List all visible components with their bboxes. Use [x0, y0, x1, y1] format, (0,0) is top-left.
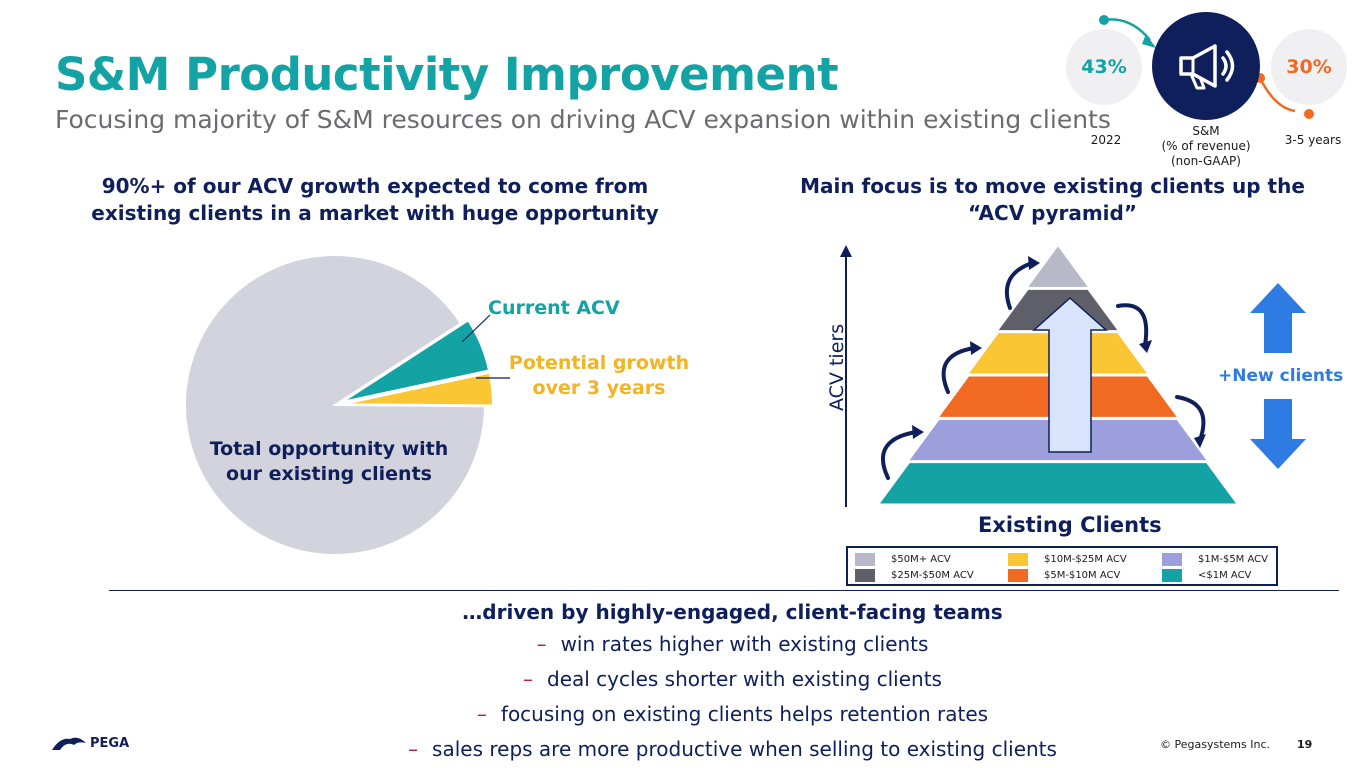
kpi-sm-label: S&M (% of revenue) (non-GAAP): [1161, 124, 1251, 168]
legend-item: $50M+ ACV: [855, 553, 951, 566]
pie-label-total-opportunity: Total opportunity with our existing clie…: [209, 438, 449, 485]
bullet-dash: –: [523, 667, 534, 691]
pyramid-tier: [1028, 246, 1088, 287]
page-subtitle: Focusing majority of S&M resources on dr…: [55, 105, 1111, 134]
arrow-up-icon: [1250, 283, 1306, 353]
curved-arrow-icon: [881, 430, 918, 480]
legend-swatch: [1162, 553, 1182, 566]
legend-label: $25M-$50M ACV: [891, 570, 974, 581]
legend-item: <$1M ACV: [1162, 569, 1251, 582]
pie-leader-lines: [461, 314, 510, 379]
legend-item: $5M-$10M ACV: [1008, 569, 1120, 582]
legend-swatch: [855, 569, 875, 582]
pega-logo-icon: [52, 737, 86, 750]
bullet-dash: –: [408, 737, 419, 761]
bullet-text: sales reps are more productive when sell…: [432, 737, 1057, 761]
legend-swatch: [855, 553, 875, 566]
legend-item: $1M-$5M ACV: [1162, 553, 1268, 566]
pyramid-tier: [880, 463, 1236, 504]
bullet-text: deal cycles shorter with existing client…: [547, 667, 942, 691]
megaphone-icon: [1152, 12, 1260, 120]
pie-slice-current-acv: [341, 318, 491, 403]
pyramid-heading: Main focus is to move existing clients u…: [800, 174, 1305, 225]
existing-clients-label: Existing Clients: [978, 513, 1162, 537]
legend-item: $25M-$50M ACV: [855, 569, 974, 582]
curved-arrow-icon: [1116, 303, 1149, 347]
opportunity-pie-chart: [184, 254, 494, 556]
upward-arrow-icon: [1032, 296, 1108, 453]
kpi-2022-label: 2022: [1090, 133, 1122, 147]
bullet-dash: –: [536, 632, 547, 656]
copyright: © Pegasystems Inc.: [1160, 738, 1270, 751]
pega-logo: PEGA: [52, 735, 129, 751]
curved-arrow-icon: [1004, 261, 1034, 310]
acv-pyramid: [880, 246, 1236, 504]
legend-label: $50M+ ACV: [891, 554, 951, 565]
bullet-dash: –: [476, 702, 487, 726]
pie-heading: 90%+ of our ACV growth expected to come …: [91, 174, 659, 225]
legend-swatch: [1162, 569, 1182, 582]
bottom-heading: …driven by highly-engaged, client-facing…: [462, 600, 1003, 624]
curved-arrow-icon: [1175, 395, 1206, 442]
logo-text: PEGA: [90, 735, 130, 751]
pie-slice-potential-growth: [342, 371, 494, 407]
kpi-target-value: 30%: [1271, 29, 1347, 105]
pie-label-potential-growth: Potential growth over 3 years: [508, 352, 690, 399]
kpi-target-label: 3-5 years: [1284, 133, 1342, 147]
kpi-2022-value: 43%: [1066, 29, 1142, 105]
section-divider: [109, 590, 1339, 591]
pie-slice-total-opportunity: [184, 254, 487, 556]
new-clients-label: +New clients: [1218, 366, 1344, 386]
bullet-text: focusing on existing clients helps reten…: [500, 702, 989, 726]
legend-label: $1M-$5M ACV: [1198, 554, 1268, 565]
legend-label: $10M-$25M ACV: [1044, 554, 1127, 565]
legend-item: $10M-$25M ACV: [1008, 553, 1127, 566]
new-clients-arrows: [1250, 283, 1306, 469]
arrow-down-icon: [1250, 399, 1306, 469]
page-number: 19: [1297, 738, 1313, 751]
bullet-item: – deal cycles shorter with existing clien…: [200, 667, 1265, 691]
acv-axis-arrow: [840, 245, 852, 507]
legend-swatch: [1008, 569, 1028, 582]
pyramid-legend: $50M+ ACV $25M-$50M ACV $10M-$25M ACV $5…: [846, 546, 1278, 586]
legend-label: $5M-$10M ACV: [1044, 570, 1121, 581]
curved-arrow-icon: [941, 346, 976, 394]
bullet-item: – win rates higher with existing clients: [200, 632, 1265, 656]
bullet-item: – focusing on existing clients helps rete…: [200, 702, 1265, 726]
pie-label-current-acv: Current ACV: [488, 297, 620, 319]
legend-label: <$1M ACV: [1198, 570, 1252, 581]
bullet-text: win rates higher with existing clients: [560, 632, 929, 656]
page-title: S&M Productivity Improvement: [55, 48, 839, 101]
axis-label-acv-tiers: ACV tiers: [826, 323, 848, 411]
legend-swatch: [1008, 553, 1028, 566]
bullet-item: – sales reps are more productive when sel…: [200, 737, 1265, 761]
